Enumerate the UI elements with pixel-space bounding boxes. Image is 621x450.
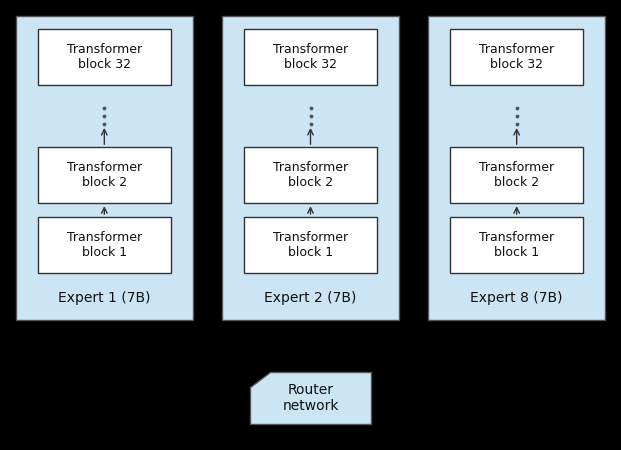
Text: Transformer
block 32: Transformer block 32 [273, 43, 348, 71]
Text: Transformer
block 1: Transformer block 1 [67, 231, 142, 259]
FancyBboxPatch shape [243, 29, 378, 85]
Polygon shape [250, 373, 371, 424]
FancyBboxPatch shape [16, 16, 193, 319]
FancyBboxPatch shape [450, 147, 583, 203]
FancyBboxPatch shape [450, 29, 583, 85]
Text: Transformer
block 32: Transformer block 32 [479, 43, 554, 71]
FancyBboxPatch shape [38, 217, 171, 273]
FancyBboxPatch shape [243, 217, 378, 273]
Text: Router
network: Router network [283, 383, 338, 414]
Text: Transformer
block 1: Transformer block 1 [273, 231, 348, 259]
FancyBboxPatch shape [243, 147, 378, 203]
FancyBboxPatch shape [428, 16, 605, 319]
Text: Transformer
block 2: Transformer block 2 [273, 161, 348, 189]
Text: Expert 8 (7B): Expert 8 (7B) [471, 291, 563, 305]
Text: Transformer
block 2: Transformer block 2 [67, 161, 142, 189]
Text: Expert 1 (7B): Expert 1 (7B) [58, 291, 150, 305]
Text: Expert 2 (7B): Expert 2 (7B) [265, 291, 356, 305]
FancyBboxPatch shape [450, 217, 583, 273]
Text: Transformer
block 2: Transformer block 2 [479, 161, 554, 189]
FancyBboxPatch shape [38, 147, 171, 203]
Text: Transformer
block 32: Transformer block 32 [67, 43, 142, 71]
FancyBboxPatch shape [38, 29, 171, 85]
Text: Transformer
block 1: Transformer block 1 [479, 231, 554, 259]
FancyBboxPatch shape [222, 16, 399, 319]
